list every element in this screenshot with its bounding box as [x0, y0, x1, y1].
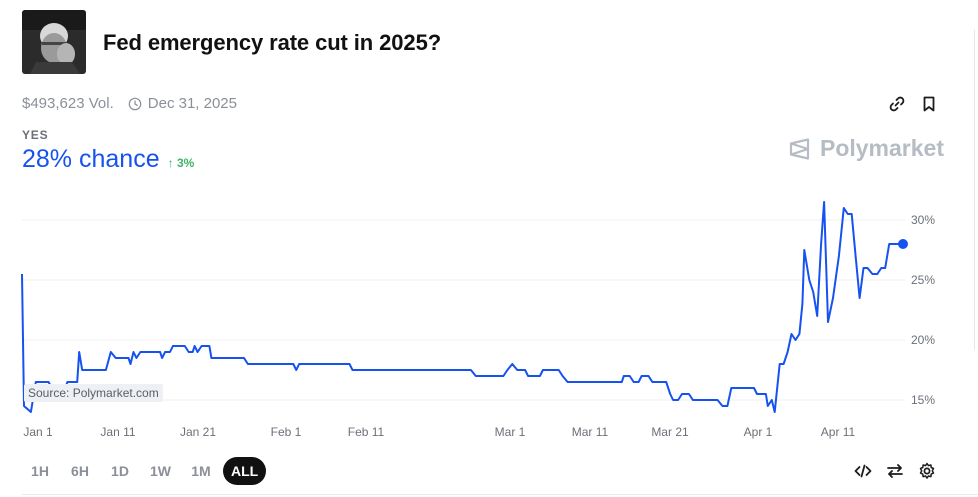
swap-icon[interactable]	[886, 462, 904, 480]
chance-value: 28% chance	[22, 145, 160, 173]
divider	[22, 494, 978, 495]
polymarket-logo: Polymarket	[788, 135, 944, 162]
y-tick-label: 30%	[911, 213, 935, 227]
y-axis-ticks: 15% 20% 25% 30%	[911, 213, 935, 407]
market-meta: $493,623 Vol. Dec 31, 2025	[22, 95, 237, 112]
link-icon[interactable]	[888, 95, 906, 113]
end-date-text: Dec 31, 2025	[147, 95, 237, 112]
timeframe-all[interactable]: ALL	[223, 457, 267, 485]
x-tick-label: Mar 11	[572, 425, 609, 439]
brand-name: Polymarket	[819, 135, 944, 161]
chart-grid	[22, 219, 905, 401]
y-tick-label: 20%	[911, 333, 935, 347]
current-value-dot	[898, 239, 908, 249]
x-tick-label: Jan 1	[23, 425, 53, 439]
series-line	[21, 201, 903, 413]
chance-display: 28% chance ↑ 3%	[22, 145, 194, 174]
outcome-label: YES	[22, 128, 49, 142]
timeframe-selector: 1H 6H 1D 1W 1M ALL	[22, 457, 267, 485]
timeframe-1h[interactable]: 1H	[31, 463, 49, 479]
timeframe-1m[interactable]: 1M	[191, 463, 211, 479]
chart-actions	[854, 462, 936, 480]
x-tick-label: Mar 1	[495, 425, 526, 439]
source-label: Source: Polymarket.com	[24, 384, 163, 402]
x-tick-label: Jan 11	[100, 425, 135, 439]
settings-icon[interactable]	[918, 462, 936, 480]
timeframe-1w[interactable]: 1W	[150, 463, 171, 479]
bookmark-icon[interactable]	[920, 95, 938, 113]
x-tick-label: Feb 1	[271, 425, 302, 439]
market-image	[22, 10, 86, 74]
market-title: Fed emergency rate cut in 2025?	[103, 30, 442, 55]
scroll-edge	[974, 30, 978, 350]
y-tick-label: 25%	[911, 273, 935, 287]
polymarket-icon	[789, 137, 810, 160]
x-axis-ticks: Jan 1 Jan 11 Jan 21 Feb 1 Feb 11 Mar 1 Mar 11 M…	[23, 425, 855, 439]
timeframe-1d[interactable]: 1D	[111, 463, 129, 479]
x-tick-label: Feb 11	[348, 425, 385, 439]
market-thumbnail	[22, 10, 86, 74]
x-tick-label: Jan 21	[180, 425, 216, 439]
price-chart[interactable]: 15% 20% 25% 30% Jan 1 Jan 11 Jan 21 Feb 1 Feb 1…	[0, 195, 978, 445]
y-tick-label: 15%	[911, 393, 935, 407]
chance-delta: ↑ 3%	[167, 156, 195, 170]
timeframe-6h[interactable]: 6H	[71, 463, 89, 479]
top-actions	[888, 95, 938, 113]
x-tick-label: Apr 11	[821, 425, 856, 439]
embed-icon[interactable]	[854, 462, 872, 480]
volume-text: $493,623 Vol.	[22, 95, 114, 112]
clock-icon	[128, 97, 142, 110]
x-tick-label: Apr 1	[744, 425, 773, 439]
x-tick-label: Mar 21	[651, 425, 689, 439]
